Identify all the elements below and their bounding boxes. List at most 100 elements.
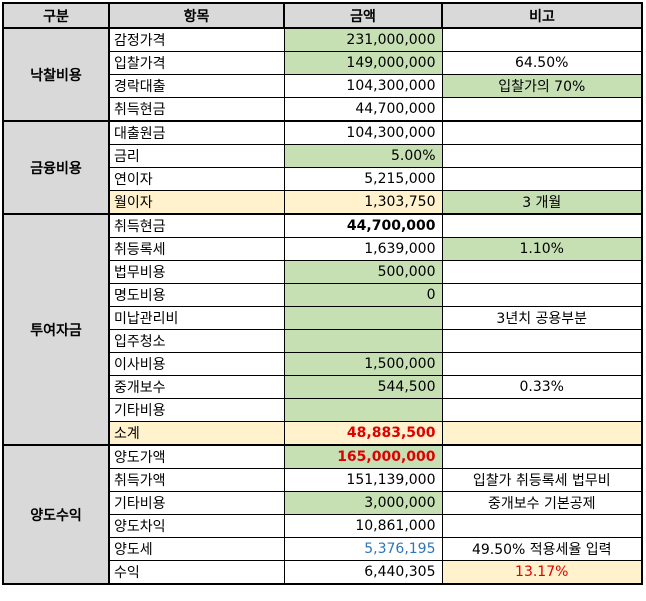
- table-row: 양도차익 10,861,000: [3, 514, 643, 538]
- header-note[interactable]: 비고: [441, 2, 643, 29]
- item-cell[interactable]: 취등록세: [108, 237, 285, 261]
- note-cell[interactable]: [441, 444, 643, 469]
- table-row: 양도수익 양도가액 165,000,000: [2, 444, 643, 585]
- table-row: 연이자 5,215,000: [3, 167, 643, 191]
- note-cell[interactable]: 64.50%: [441, 51, 643, 75]
- note-cell[interactable]: 49.50% 적용세율 입력: [441, 537, 643, 561]
- table-row: 투여자금 취득현금 44,700,000: [2, 213, 643, 446]
- note-cell[interactable]: [441, 260, 643, 284]
- table-row: 명도비용 0: [3, 283, 643, 307]
- note-cell[interactable]: [441, 120, 643, 145]
- amount-cell[interactable]: 231,000,000: [283, 27, 443, 52]
- amount-cell[interactable]: 149,000,000: [283, 51, 443, 75]
- amount-cell[interactable]: 10,861,000: [283, 514, 443, 538]
- amount-cell[interactable]: 104,300,000: [283, 120, 443, 145]
- item-cell[interactable]: 양도가액: [108, 444, 285, 469]
- amount-cell[interactable]: 44,700,000: [283, 213, 443, 238]
- item-cell[interactable]: 양도차익: [108, 514, 285, 538]
- note-cell[interactable]: [441, 514, 643, 538]
- item-cell[interactable]: 양도세: [108, 537, 285, 561]
- note-cell[interactable]: [441, 144, 643, 168]
- item-cell[interactable]: 미납관리비: [108, 306, 285, 330]
- table-row: 경락대출 104,300,000 입찰가의 70%: [3, 74, 643, 98]
- amount-cell[interactable]: 151,139,000: [283, 468, 443, 492]
- item-cell[interactable]: 법무비용: [108, 260, 285, 284]
- table-row: 낙찰비용 감정가격 231,000,000: [2, 27, 643, 122]
- note-cell[interactable]: [441, 97, 643, 122]
- group-cell[interactable]: 양도수익: [2, 444, 110, 585]
- note-cell[interactable]: [441, 329, 643, 353]
- amount-cell[interactable]: 165,000,000: [283, 444, 443, 469]
- amount-cell[interactable]: 544,500: [283, 375, 443, 399]
- note-cell[interactable]: 0.33%: [441, 375, 643, 399]
- amount-cell[interactable]: 44,700,000: [283, 97, 443, 122]
- note-cell[interactable]: [441, 27, 643, 52]
- item-cell[interactable]: 수익: [108, 560, 285, 585]
- item-cell[interactable]: 월이자: [108, 190, 285, 215]
- amount-cell[interactable]: 5,215,000: [283, 167, 443, 191]
- note-cell[interactable]: 3 개월: [441, 190, 643, 215]
- note-cell[interactable]: 1.10%: [441, 237, 643, 261]
- item-cell[interactable]: 대출원금: [108, 120, 285, 145]
- note-cell[interactable]: 3년치 공용부분: [441, 306, 643, 330]
- item-cell[interactable]: 취득현금: [108, 213, 285, 238]
- group-cell[interactable]: 금융비용: [2, 120, 110, 215]
- item-cell[interactable]: 금리: [108, 144, 285, 168]
- note-cell[interactable]: [441, 283, 643, 307]
- amount-cell[interactable]: [283, 329, 443, 353]
- header-amount[interactable]: 금액: [283, 2, 443, 29]
- amount-cell[interactable]: 1,500,000: [283, 352, 443, 376]
- item-cell[interactable]: 기타비용: [108, 491, 285, 515]
- table-row: 입주청소: [3, 329, 643, 353]
- amount-cell[interactable]: [283, 398, 443, 422]
- note-cell[interactable]: 중개보수 기본공제: [441, 491, 643, 515]
- item-cell[interactable]: 경락대출: [108, 74, 285, 98]
- table-row: 소계 48,883,500: [3, 421, 643, 446]
- table-row: 미납관리비 3년치 공용부분: [3, 306, 643, 330]
- note-cell[interactable]: 입찰가의 70%: [441, 74, 643, 98]
- note-cell[interactable]: [441, 398, 643, 422]
- amount-cell[interactable]: 500,000: [283, 260, 443, 284]
- header-category[interactable]: 구분: [2, 2, 110, 29]
- amount-cell[interactable]: 48,883,500: [283, 421, 443, 446]
- table-row: 수익 6,440,305 13.17%: [3, 560, 643, 585]
- amount-cell[interactable]: 1,639,000: [283, 237, 443, 261]
- table-row: 월이자 1,303,750 3 개월: [3, 190, 643, 215]
- amount-cell[interactable]: 1,303,750: [283, 190, 443, 215]
- amount-cell[interactable]: 0: [283, 283, 443, 307]
- item-cell[interactable]: 기타비용: [108, 398, 285, 422]
- group-cell[interactable]: 투여자금: [2, 213, 110, 446]
- header-row: 구분 항목 금액 비고: [2, 2, 643, 29]
- item-cell[interactable]: 취득현금: [108, 97, 285, 122]
- item-cell[interactable]: 입주청소: [108, 329, 285, 353]
- note-cell[interactable]: 13.17%: [441, 560, 643, 585]
- table-row: 취득현금 44,700,000: [3, 97, 643, 122]
- table-row: 기타비용 3,000,000 중개보수 기본공제: [3, 491, 643, 515]
- table-row: 금융비용 대출원금 104,300,000: [2, 120, 643, 215]
- note-cell[interactable]: 입찰가 취등록세 법무비: [441, 468, 643, 492]
- amount-cell[interactable]: 5,376,195: [283, 537, 443, 561]
- table-row: 입찰가격 149,000,000 64.50%: [3, 51, 643, 75]
- note-cell[interactable]: [441, 421, 643, 446]
- table-row: 이사비용 1,500,000: [3, 352, 643, 376]
- item-cell[interactable]: 감정가격: [108, 27, 285, 52]
- amount-cell[interactable]: [283, 306, 443, 330]
- spreadsheet-table: 구분 항목 금액 비고 낙찰비용 감정가격 231,000,000 입찰가격 149,0…: [2, 2, 643, 585]
- item-cell[interactable]: 취득가액: [108, 468, 285, 492]
- item-cell[interactable]: 이사비용: [108, 352, 285, 376]
- item-cell[interactable]: 소계: [108, 421, 285, 446]
- amount-cell[interactable]: 6,440,305: [283, 560, 443, 585]
- item-cell[interactable]: 명도비용: [108, 283, 285, 307]
- item-cell[interactable]: 중개보수: [108, 375, 285, 399]
- header-item[interactable]: 항목: [108, 2, 285, 29]
- amount-cell[interactable]: 104,300,000: [283, 74, 443, 98]
- amount-cell[interactable]: 3,000,000: [283, 491, 443, 515]
- amount-cell[interactable]: 5.00%: [283, 144, 443, 168]
- group-cell[interactable]: 낙찰비용: [2, 27, 110, 122]
- note-cell[interactable]: [441, 213, 643, 238]
- table-row: 양도세 5,376,195 49.50% 적용세율 입력: [3, 537, 643, 561]
- item-cell[interactable]: 연이자: [108, 167, 285, 191]
- item-cell[interactable]: 입찰가격: [108, 51, 285, 75]
- note-cell[interactable]: [441, 352, 643, 376]
- note-cell[interactable]: [441, 167, 643, 191]
